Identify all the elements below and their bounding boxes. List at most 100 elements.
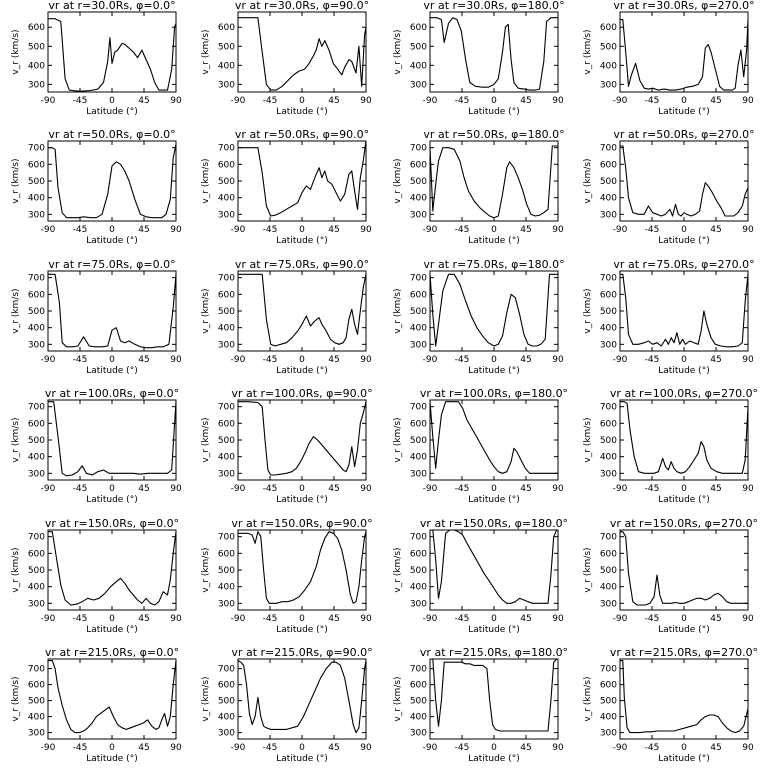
x-tick-label: 0 [109,225,115,235]
y-tick-label: 600 [218,549,235,559]
y-axis-label: v_r (km/s) [201,676,211,721]
y-axis-label: v_r (km/s) [583,417,593,462]
x-tick-label: 90 [360,225,372,235]
x-tick-label: -90 [423,96,438,106]
x-axis-label: Latitude (°) [468,754,519,764]
plot-frame [619,270,749,352]
x-tick-label: 90 [742,743,754,753]
panel-title: vr at r=150.0Rs, φ=270.0° [610,517,758,530]
x-tick-label: 0 [299,743,305,753]
y-axis-label: v_r (km/s) [201,158,211,203]
y-tick-label: 500 [218,177,235,187]
plot-frame [47,140,177,222]
x-tick-label: -45 [263,355,278,365]
plot-frame [429,399,559,481]
y-tick-label: 300 [218,210,235,220]
y-tick-label: 600 [600,290,617,300]
y-tick-label: 500 [600,566,617,576]
y-tick-label: 400 [218,61,235,71]
series-line [430,273,558,347]
y-tick-label: 300 [410,210,427,220]
y-tick-label: 500 [410,436,427,446]
x-tick-label: 0 [299,225,305,235]
plot-frame [237,399,367,481]
y-tick-label: 300 [600,599,617,609]
y-tick-label: 400 [600,583,617,593]
y-tick-label: 400 [600,324,617,334]
x-tick-label: -45 [645,614,660,624]
x-tick-label: 90 [742,96,754,106]
plot-frame [237,11,367,93]
y-tick-label: 500 [600,42,617,52]
x-axis-label: Latitude (°) [276,366,327,376]
series-line [430,401,558,474]
x-tick-label: 45 [520,614,531,624]
y-tick-label: 300 [218,729,235,739]
x-tick-label: -90 [231,484,246,494]
panel-11: vr at r=75.0Rs, φ=180.0° -90 -45 0 45 90 300 40… [393,258,565,376]
y-tick-label: 700 [600,144,617,154]
panel-title: vr at r=100.0Rs, φ=180.0° [420,387,568,400]
panel-title: vr at r=75.0Rs, φ=90.0° [235,258,369,271]
y-tick-label: 400 [410,324,427,334]
panel-16: vr at r=100.0Rs, φ=270.0° -90 -45 0 45 90 300 4… [583,387,758,505]
y-tick-label: 400 [410,61,427,71]
y-tick-label: 600 [218,23,235,33]
x-tick-label: 0 [681,614,687,624]
y-tick-label: 600 [600,681,617,691]
series-line [620,273,748,348]
series-line [430,145,558,219]
x-tick-label: 0 [109,614,115,624]
y-tick-label: 300 [28,210,45,220]
x-tick-label: 90 [360,96,372,106]
x-tick-label: 45 [710,225,721,235]
panel-17: vr at r=150.0Rs, φ=0.0° -90 -45 0 45 90 300 400… [11,517,182,635]
y-tick-label: 400 [600,61,617,71]
y-tick-label: 300 [28,80,45,90]
y-tick-label: 300 [28,729,45,739]
y-tick-label: 600 [410,419,427,429]
x-tick-label: -90 [613,225,628,235]
x-tick-label: 90 [360,355,372,365]
x-tick-label: -90 [231,614,246,624]
y-tick-label: 400 [28,61,45,71]
y-tick-label: 400 [410,583,427,593]
y-tick-label: 600 [410,23,427,33]
x-tick-label: -45 [263,96,278,106]
x-tick-label: 45 [520,355,531,365]
y-axis-label: v_r (km/s) [201,417,211,462]
x-tick-label: 45 [520,225,531,235]
y-tick-label: 300 [218,80,235,90]
x-axis-label: Latitude (°) [468,236,519,246]
x-tick-label: 45 [710,614,721,624]
panel-title: vr at r=50.0Rs, φ=0.0° [48,128,175,141]
y-tick-label: 500 [218,436,235,446]
y-tick-label: 400 [218,713,235,723]
series-line [620,145,748,217]
x-tick-label: 90 [742,484,754,494]
plot-frame [47,399,177,481]
panel-15: vr at r=100.0Rs, φ=180.0° -90 -45 0 45 90 300 4… [393,387,568,505]
y-tick-label: 300 [600,729,617,739]
x-axis-label: Latitude (°) [658,366,709,376]
x-tick-label: -90 [423,614,438,624]
y-tick-label: 500 [28,436,45,446]
y-tick-label: 700 [218,403,235,413]
y-tick-label: 500 [28,697,45,707]
x-tick-label: 90 [552,96,564,106]
x-tick-label: 0 [109,484,115,494]
x-axis-label: Latitude (°) [468,495,519,505]
plot-frame [237,270,367,352]
x-tick-label: -45 [645,355,660,365]
panel-9: vr at r=75.0Rs, φ=0.0° -90 -45 0 45 90 300 400 5… [11,258,182,376]
y-tick-label: 300 [600,469,617,479]
plot-frame [619,140,749,222]
y-axis-label: v_r (km/s) [11,29,21,74]
panel-23: vr at r=215.0Rs, φ=180.0° -90 -45 0 45 90 300 4… [393,646,568,764]
x-tick-label: 45 [710,743,721,753]
x-tick-label: -45 [73,355,88,365]
y-tick-label: 300 [218,469,235,479]
x-tick-label: 45 [328,355,339,365]
x-tick-label: -90 [423,355,438,365]
x-tick-label: -90 [423,743,438,753]
